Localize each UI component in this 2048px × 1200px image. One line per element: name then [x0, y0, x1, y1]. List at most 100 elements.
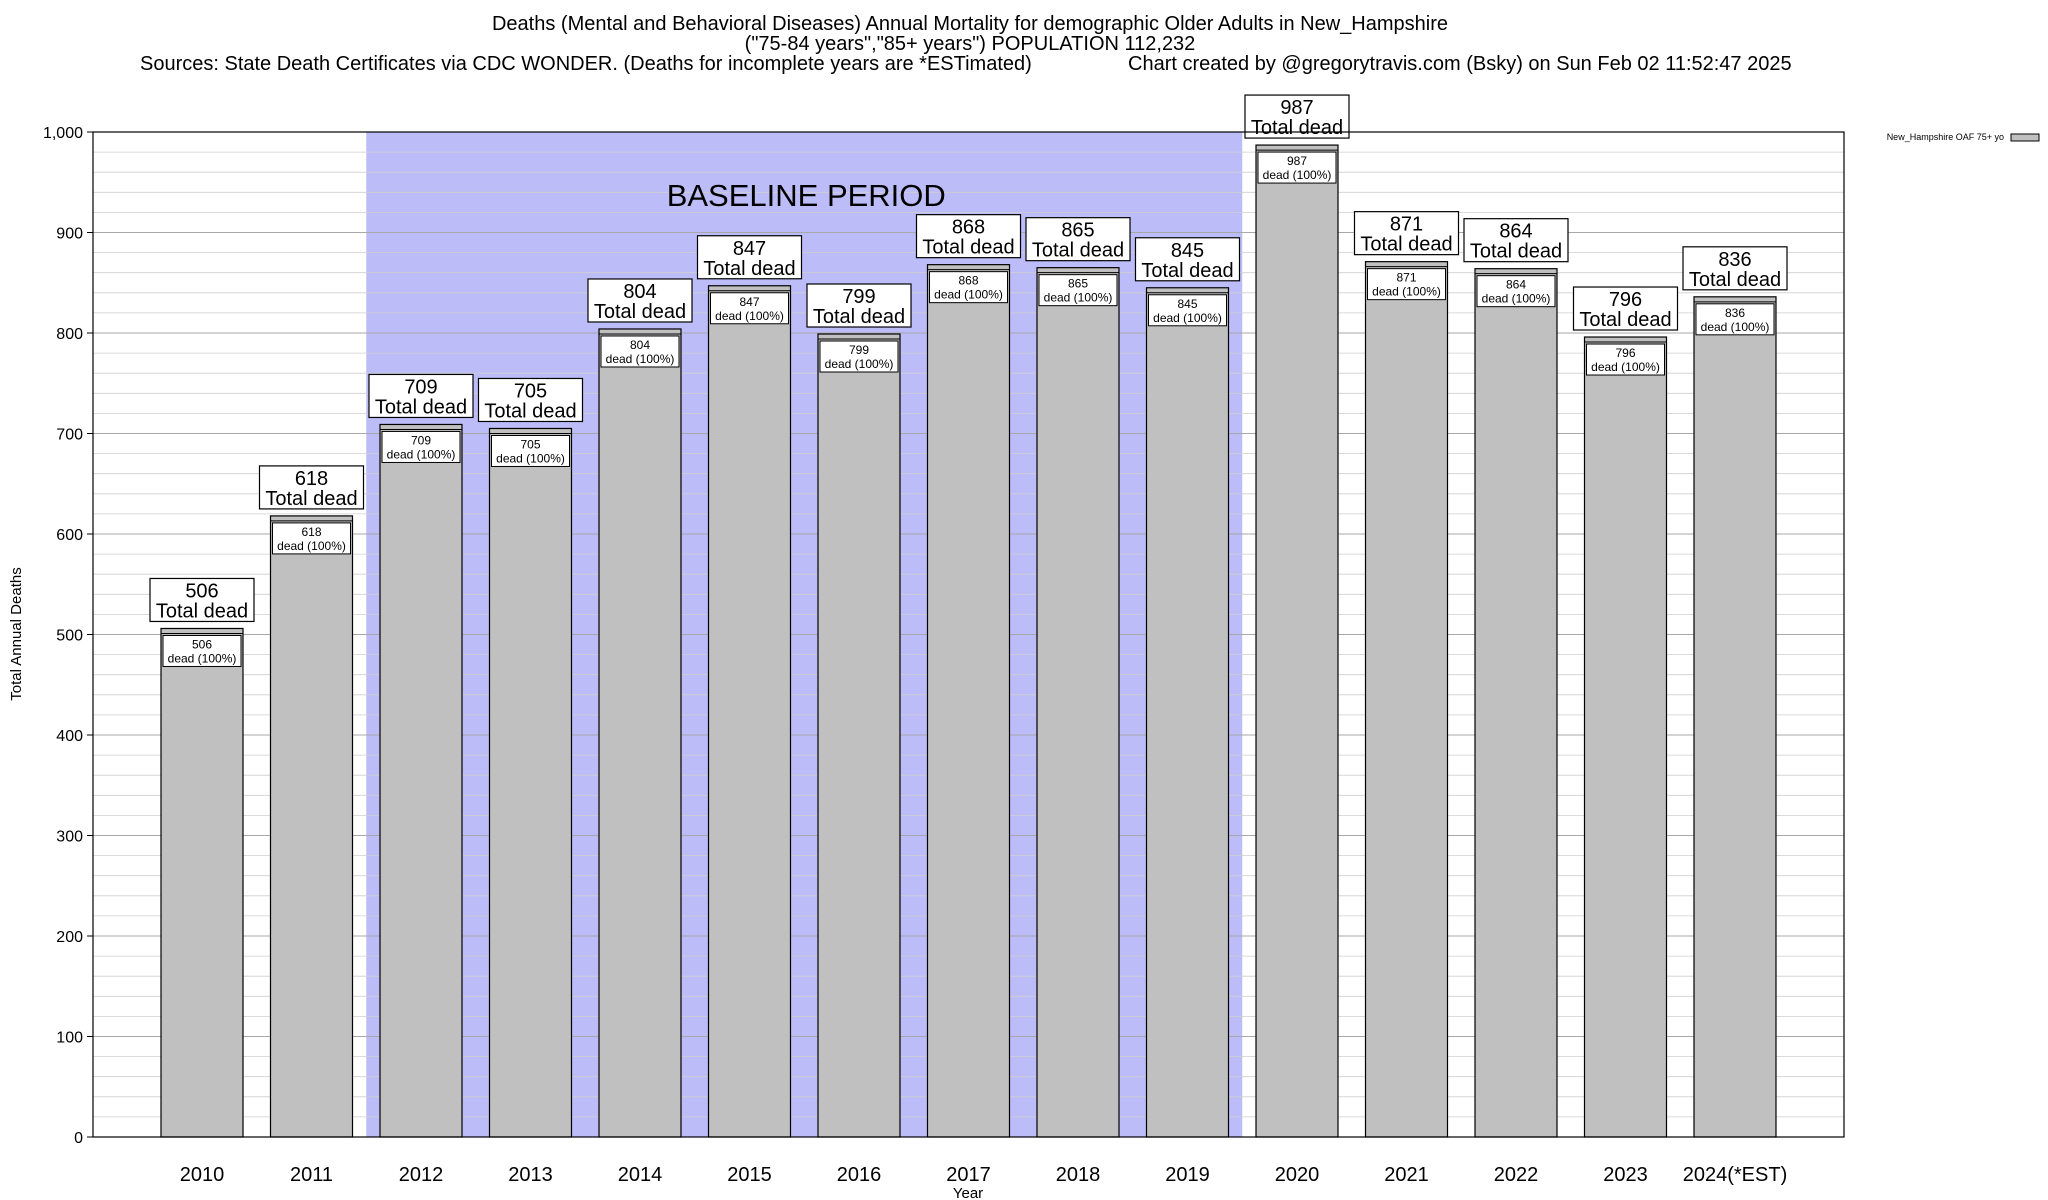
bar — [1693, 296, 1777, 1138]
bar-total-label: Total dead — [1251, 117, 1343, 139]
y-tick-label: 100 — [56, 1030, 83, 1047]
bar-total-value: 705 — [514, 380, 547, 402]
bar-total-value: 865 — [1061, 220, 1094, 242]
y-tick-label: 600 — [56, 527, 83, 544]
y-axis-label: Total Annual Deaths — [8, 567, 25, 700]
x-tick-label: 2015 — [727, 1164, 772, 1186]
bar — [817, 333, 901, 1138]
bar-inner-value: 871 — [1396, 271, 1416, 285]
bar-total-value: 799 — [842, 286, 875, 308]
x-tick-label: 2017 — [946, 1164, 991, 1186]
x-tick-label: 2013 — [508, 1164, 553, 1186]
bar-total-label: Total dead — [1470, 241, 1562, 263]
bar-total-value: 864 — [1499, 221, 1532, 243]
baseline-period-label: BASELINE PERIOD — [667, 178, 946, 213]
x-tick-label: 2024(*EST) — [1683, 1164, 1788, 1186]
bar-inner-label: dead (100%) — [168, 651, 237, 665]
bar-inner-value: 864 — [1506, 278, 1526, 292]
x-tick-label: 2016 — [837, 1164, 882, 1186]
chart-sources: Sources: State Death Certificates via CD… — [140, 53, 1032, 75]
bar-inner-label: dead (100%) — [1591, 360, 1660, 374]
x-tick-label: 2012 — [399, 1164, 444, 1186]
bar-inner-label-box — [600, 335, 680, 368]
bar-total-label-box — [1244, 94, 1350, 139]
bar-total-label: Total dead — [813, 306, 905, 328]
bar — [1255, 144, 1339, 1138]
bar-inner-value: 618 — [301, 525, 321, 539]
chart-title-block: Deaths (Mental and Behavioral Diseases) … — [0, 14, 1940, 54]
bar-total-label: Total dead — [922, 237, 1014, 259]
bar-total-value: 796 — [1609, 289, 1642, 311]
y-tick-label: 1,000 — [43, 125, 83, 142]
bar-inner-label: dead (100%) — [1372, 285, 1441, 299]
bar-inner-value: 799 — [849, 343, 869, 357]
bar-inner-label-box — [1148, 294, 1227, 327]
x-tick-label: 2010 — [180, 1164, 225, 1186]
bar-total-label-box — [915, 214, 1022, 259]
bar-total-label-box — [1134, 237, 1241, 282]
x-tick-label: 2011 — [290, 1164, 333, 1186]
bar-total-label-box — [1572, 286, 1679, 331]
bar — [269, 515, 354, 1138]
legend-label: New_Hampshire OAF 75+ yo — [1887, 132, 2004, 142]
bar-inner-label: dead (100%) — [715, 309, 784, 323]
bar-inner-label-box — [491, 434, 570, 467]
bar — [598, 328, 682, 1138]
bar-inner-label-box — [1586, 343, 1665, 376]
bar-inner-label: dead (100%) — [496, 451, 565, 465]
bar-inner-value: 847 — [739, 295, 759, 309]
bar-total-value: 845 — [1171, 240, 1204, 262]
bar — [1583, 336, 1668, 1138]
bar-inner-value: 796 — [1615, 346, 1635, 360]
bar-inner-value: 868 — [958, 274, 978, 288]
x-tick-label: 2020 — [1275, 1164, 1320, 1186]
bar-total-label-box — [1682, 246, 1788, 291]
bar-inner-label: dead (100%) — [606, 352, 675, 366]
bar-total-label-box — [1025, 217, 1131, 262]
chart-credit: Chart created by @gregorytravis.com (Bsk… — [1128, 53, 1792, 75]
bar-inner-value: 705 — [520, 437, 540, 451]
bar-inner-label-box — [1476, 275, 1556, 308]
bar-inner-label-box — [162, 634, 242, 667]
bar-total-value: 709 — [404, 376, 437, 398]
bar-total-label: Total dead — [1360, 234, 1452, 256]
bar — [1364, 261, 1449, 1138]
y-tick-label: 400 — [56, 728, 83, 745]
bar-inner-label: dead (100%) — [1263, 168, 1332, 182]
bar — [926, 264, 1011, 1138]
bar-total-value: 618 — [295, 468, 328, 490]
x-axis-label: Year — [953, 1185, 983, 1200]
bar-inner-value: 506 — [192, 637, 212, 651]
bar — [1145, 287, 1230, 1138]
bar-total-label: Total dead — [484, 400, 576, 422]
x-tick-label: 2018 — [1056, 1164, 1101, 1186]
plot-frame — [92, 131, 1845, 1138]
bar-total-label-box — [149, 577, 255, 623]
bar-inner-label: dead (100%) — [1482, 292, 1551, 306]
bar-total-label-box — [258, 465, 365, 510]
bar-inner-value: 987 — [1287, 154, 1307, 168]
x-tick-label: 2022 — [1494, 1164, 1539, 1186]
bar-total-value: 804 — [623, 281, 656, 303]
bar-total-label: Total dead — [156, 600, 248, 622]
bar-total-value: 871 — [1390, 214, 1423, 236]
chart-subtitle: ("75-84 years","85+ years") POPULATION 1… — [744, 33, 1196, 55]
bar-inner-label: dead (100%) — [1701, 320, 1770, 334]
bar-inner-label-box — [929, 271, 1008, 304]
bar — [488, 427, 573, 1138]
bar-inner-label: dead (100%) — [277, 539, 346, 553]
bar-inner-label-box — [381, 430, 461, 463]
bar-inner-label: dead (100%) — [1153, 311, 1222, 325]
legend-swatch — [2010, 133, 2040, 142]
x-tick-label: 2021 — [1384, 1164, 1429, 1186]
bar-inner-label-box — [1038, 274, 1118, 307]
bar-inner-label: dead (100%) — [1044, 291, 1113, 305]
bar-total-label-box — [368, 373, 474, 419]
bar-total-label: Total dead — [1141, 260, 1233, 282]
bar-inner-label-box — [1367, 268, 1446, 301]
bar-total-label: Total dead — [1579, 309, 1671, 331]
bar — [379, 423, 463, 1138]
bar — [1036, 267, 1120, 1138]
bar-total-label-box — [1463, 218, 1569, 263]
bar-inner-value: 836 — [1725, 306, 1745, 320]
